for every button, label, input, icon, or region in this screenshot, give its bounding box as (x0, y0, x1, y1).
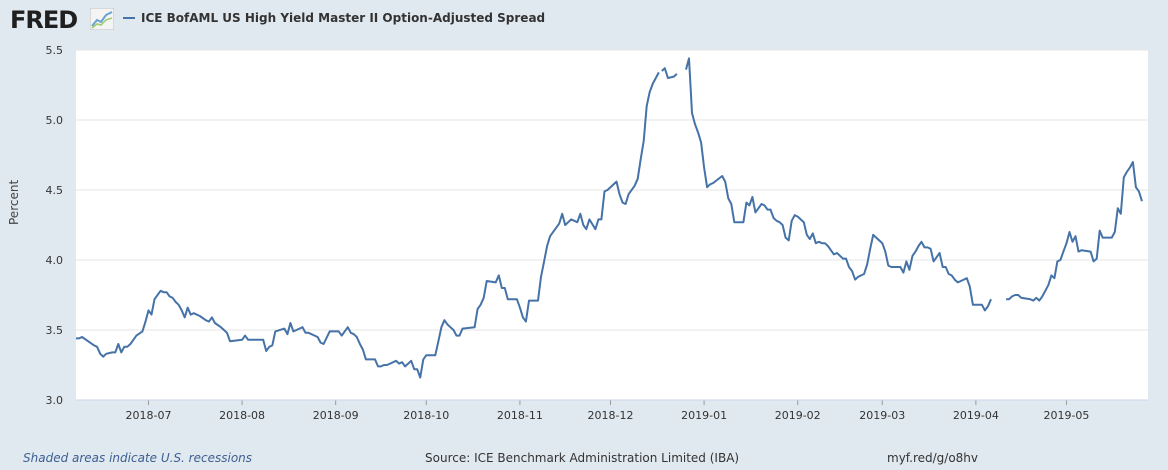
y-tick-label: 4.5 (46, 184, 64, 197)
x-tick-label: 2019-01 (681, 409, 727, 422)
x-tick-label: 2019-04 (953, 409, 999, 422)
x-tick-label: 2018-09 (313, 409, 359, 422)
x-tick-label: 2019-03 (859, 409, 905, 422)
fred-graph-icon (90, 8, 114, 30)
source-note: Source: ICE Benchmark Administration Lim… (425, 451, 740, 465)
series-line-segment[interactable] (76, 71, 660, 379)
y-axis-ticks: 3.0 3.5 4.0 4.5 5.0 5.5 (46, 44, 64, 407)
chart-footer: Shaded areas indicate U.S. recessions So… (0, 448, 1168, 470)
x-tick-label: 2019-02 (775, 409, 821, 422)
line-chart[interactable]: 3.0 3.5 4.0 4.5 5.0 5.5 2018-07 2018-08 2018-09… (0, 0, 1168, 448)
data-series[interactable] (76, 57, 1143, 379)
legend-line-swatch (123, 17, 135, 19)
legend-label: ICE BofAML US High Yield Master II Optio… (141, 11, 546, 25)
x-axis-ticks: 2018-07 2018-08 2018-09 2018-10 2018-11 2018-… (76, 399, 1148, 422)
x-tick-label: 2018-12 (588, 409, 634, 422)
chart-header: FRED ICE BofAML US High Yield Master II … (0, 0, 1168, 40)
chart-legend[interactable]: ICE BofAML US High Yield Master II Optio… (123, 11, 545, 25)
x-tick-label: 2018-08 (219, 409, 265, 422)
y-tick-label: 5.5 (46, 44, 64, 57)
fred-logo[interactable]: FRED (10, 6, 78, 34)
series-line-segment[interactable] (685, 57, 992, 312)
series-line-segment[interactable] (1006, 161, 1143, 302)
x-tick-label: 2018-07 (125, 409, 171, 422)
y-tick-label: 4.0 (46, 254, 64, 267)
x-tick-label: 2018-11 (497, 409, 543, 422)
y-tick-label: 3.5 (46, 324, 64, 337)
series-line-segment[interactable] (661, 67, 678, 79)
recessions-note: Shaded areas indicate U.S. recessions (23, 451, 253, 465)
y-tick-label: 3.0 (46, 394, 64, 407)
plot-area (76, 50, 1148, 400)
x-tick-label: 2019-05 (1043, 409, 1089, 422)
short-url-link[interactable]: myf.red/g/o8hv (887, 451, 979, 465)
x-tick-label: 2018-10 (403, 409, 449, 422)
y-tick-label: 5.0 (46, 114, 64, 127)
